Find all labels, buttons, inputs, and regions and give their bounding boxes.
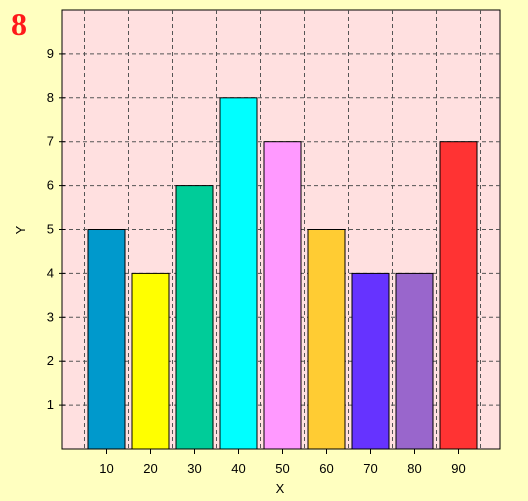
x-tick-label: 10 [99, 461, 113, 476]
x-tick-label: 80 [407, 461, 421, 476]
y-tick-label: 8 [47, 90, 54, 105]
bar [263, 141, 302, 450]
axes: 1 2 3 4 5 6 7 8 9 10 20 30 40 50 60 70 80 90 [47, 46, 466, 476]
x-tick-label: 60 [319, 461, 333, 476]
y-axis-label: Y [13, 225, 28, 234]
y-tick-label: 9 [47, 46, 54, 61]
y-tick-label: 5 [47, 222, 54, 237]
bar [307, 229, 346, 450]
x-tick-label: 30 [187, 461, 201, 476]
x-tick-label: 20 [143, 461, 157, 476]
bar [439, 141, 478, 450]
y-tick-label: 2 [47, 353, 54, 368]
bar [219, 97, 258, 450]
y-tick-label: 4 [47, 265, 54, 280]
x-tick-label: 50 [275, 461, 289, 476]
bar [131, 272, 170, 450]
x-tick-label: 90 [451, 461, 465, 476]
x-tick-label: 40 [231, 461, 245, 476]
bar [395, 272, 434, 450]
bar [175, 185, 214, 450]
bar [87, 229, 126, 450]
y-tick-label: 7 [47, 134, 54, 149]
chart-title: 8 [11, 6, 27, 42]
x-axis-label: X [276, 481, 285, 496]
x-tick-label: 70 [363, 461, 377, 476]
y-tick-label: 6 [47, 178, 54, 193]
y-tick-label: 1 [47, 397, 54, 412]
y-tick-label: 3 [47, 309, 54, 324]
bars [87, 97, 478, 450]
bar [351, 272, 390, 450]
